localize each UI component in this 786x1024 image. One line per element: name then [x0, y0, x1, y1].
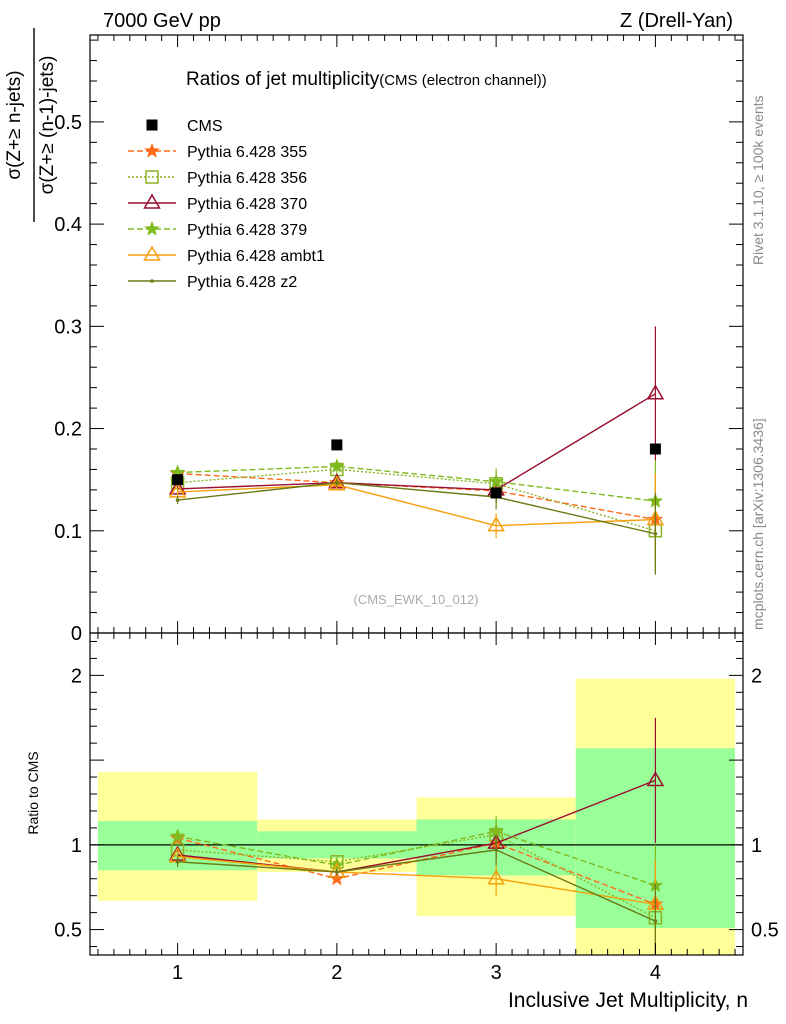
cms-data-point — [490, 487, 502, 499]
legend-entry: Pythia 6.428 379 — [128, 220, 307, 239]
data-point — [487, 869, 505, 885]
y-tick-label: 0.3 — [54, 316, 82, 338]
data-point — [335, 870, 339, 874]
main-panel: 0 0.1 0.2 0.3 0.4 0.5 — [54, 34, 744, 645]
main-title-text: Ratios of jet multiplicity — [186, 69, 380, 90]
cms-data-point — [649, 443, 661, 455]
main-title-subtitle: (CMS (electron channel)) — [379, 72, 547, 89]
y-label-denominator: σ(Z+≥ (n-1)-jets) — [37, 56, 58, 195]
legend-label: Pythia 6.428 z2 — [187, 274, 297, 291]
data-point — [488, 473, 504, 489]
series-pythia-6-428-370 — [168, 326, 665, 503]
legend-entry: Pythia 6.428 z2 — [128, 274, 297, 291]
series-line — [177, 481, 656, 535]
series-pythia-6-428-355 — [169, 465, 664, 566]
legend-entry: CMS — [146, 118, 223, 135]
y-tick-label-right: 1 — [751, 835, 762, 857]
series-line — [177, 779, 656, 873]
series-cms-data — [172, 439, 661, 499]
legend-entry: Pythia 6.428 355 — [128, 142, 307, 161]
series-line — [177, 856, 656, 905]
data-point — [653, 919, 658, 923]
x-tick-label: 1 — [172, 962, 183, 984]
data-point — [175, 859, 180, 864]
legend-label: Pythia 6.428 ambt1 — [187, 248, 325, 265]
y-tick-label: 1 — [71, 835, 82, 857]
legend-marker — [145, 170, 159, 184]
y-tick-label: 0.5 — [54, 112, 82, 134]
cms-data-point — [331, 439, 343, 451]
y-tick-label: 2 — [71, 665, 82, 687]
legend-entry: Pythia 6.428 ambt1 — [128, 245, 325, 265]
series-pythia-6-428-379 — [169, 458, 664, 543]
series-line — [177, 484, 656, 527]
y-tick-label: 0.1 — [54, 521, 82, 543]
data-point — [169, 828, 186, 843]
data-point — [487, 516, 505, 532]
data-point — [335, 480, 339, 485]
y-tick-label: 0.2 — [54, 419, 82, 441]
data-point — [646, 770, 665, 787]
data-point — [646, 384, 665, 400]
series-line — [177, 393, 656, 491]
legend-label: Pythia 6.428 379 — [187, 222, 307, 239]
y-tick-label-right: 0.5 — [751, 920, 779, 942]
legend-label: Pythia 6.428 370 — [187, 196, 307, 213]
legend-marker — [143, 193, 161, 209]
y-tick-label-right: 2 — [751, 665, 762, 687]
data-point — [494, 848, 498, 852]
legend: CMS Pythia 6.428 355 Pythia 6.428 356 Pythi… — [128, 118, 325, 291]
data-point — [653, 532, 658, 536]
legend-marker — [143, 245, 161, 261]
x-tick-label: 3 — [491, 962, 502, 984]
ref-label: mcplots.cern.ch [arXiv:1306.3436] — [750, 418, 766, 630]
watermark: (CMS_EWK_10_012) — [354, 592, 479, 607]
main-title: Ratios of jet multiplicity(CMS (electron… — [186, 69, 547, 90]
data-point — [328, 862, 346, 878]
header-left: 7000 GeV pp — [103, 10, 221, 32]
header-right: Z (Drell-Yan) — [620, 10, 733, 32]
x-axis-label: Inclusive Jet Multiplicity, n — [508, 989, 748, 1012]
legend-marker — [150, 279, 154, 283]
data-point — [175, 498, 180, 502]
legend-entry: Pythia 6.428 356 — [128, 170, 307, 187]
y-tick-label: 0.5 — [54, 920, 82, 942]
series-line — [177, 830, 656, 887]
series-line — [177, 465, 656, 502]
x-tick-label: 4 — [650, 962, 661, 984]
legend-label: Pythia 6.428 355 — [187, 144, 307, 161]
data-point — [488, 823, 504, 838]
legend-marker — [144, 142, 160, 158]
series-line — [177, 849, 656, 922]
legend-entry: Pythia 6.428 370 — [128, 193, 307, 213]
y-label-numerator: σ(Z+≥ n-jets) — [4, 70, 25, 179]
y-tick-label: 0 — [71, 623, 82, 645]
legend-label: Pythia 6.428 356 — [187, 170, 307, 187]
legend-label: CMS — [187, 118, 223, 135]
y-tick-label: 0.4 — [54, 214, 82, 236]
series-line — [177, 472, 656, 521]
cms-data-point — [172, 474, 184, 486]
legend-marker — [144, 220, 160, 236]
x-tick-label: 2 — [331, 962, 342, 984]
ratio-panel: 0.5 0.5 1 1 2 2 1 2 3 4 — [54, 632, 779, 984]
ratio-y-label: Ratio to CMS — [25, 751, 41, 834]
data-point — [329, 458, 345, 473]
rivet-label: Rivet 3.1.10, ≥ 100k events — [750, 95, 766, 265]
legend-marker — [146, 119, 158, 131]
